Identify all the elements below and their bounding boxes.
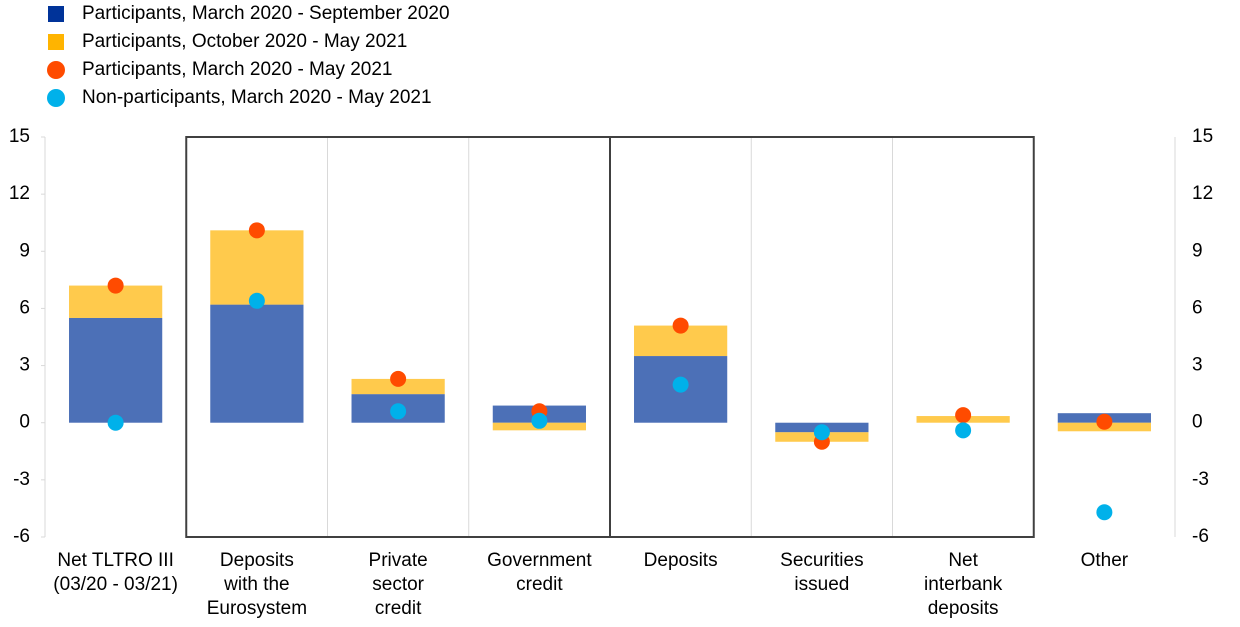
x-tick-label: sector <box>372 574 424 595</box>
x-tick-label: interbank <box>924 574 1003 595</box>
x-tick-label: Deposits <box>220 550 294 571</box>
legend-label: Participants, March 2020 - September 202… <box>82 3 450 24</box>
dot <box>248 292 265 309</box>
x-tick-label: Government <box>487 550 592 571</box>
legend-label: Participants, October 2020 - May 2021 <box>82 31 407 52</box>
legend-label: Participants, March 2020 - May 2021 <box>82 59 393 80</box>
x-tick-label: Net <box>948 550 978 571</box>
y2-tick-label: 15 <box>1192 126 1213 147</box>
y-tick-label: 6 <box>19 297 30 318</box>
legend-swatch <box>48 6 64 22</box>
dot <box>1096 504 1113 521</box>
dot <box>107 277 124 294</box>
dot <box>1096 413 1113 430</box>
x-tick-label: Other <box>1081 550 1129 571</box>
x-tick-label: Net TLTRO III <box>57 550 174 571</box>
legend-label: Non-participants, March 2020 - May 2021 <box>82 87 432 108</box>
x-tick-label: issued <box>794 574 849 595</box>
dot <box>390 403 407 420</box>
y2-tick-label: 12 <box>1192 183 1213 204</box>
x-tick-label: (03/20 - 03/21) <box>53 574 178 595</box>
x-tick-label: credit <box>516 574 563 595</box>
y2-tick-label: 9 <box>1192 240 1203 261</box>
y-tick-label: -3 <box>13 469 30 490</box>
dot <box>672 317 689 334</box>
dot <box>672 376 689 393</box>
y2-tick-label: -3 <box>1192 469 1209 490</box>
y2-tick-label: 6 <box>1192 297 1203 318</box>
dot <box>531 412 548 429</box>
legend-swatch <box>47 61 65 79</box>
x-tick-label: with the <box>223 574 289 595</box>
y2-tick-label: 0 <box>1192 412 1203 433</box>
y2-tick-label: -6 <box>1192 526 1209 547</box>
bar <box>69 317 163 423</box>
bar <box>210 304 304 423</box>
x-tick-label: Deposits <box>644 550 718 571</box>
y-tick-label: 3 <box>19 355 30 376</box>
x-tick-label: Private <box>369 550 428 571</box>
dot <box>390 370 407 387</box>
legend-swatch <box>48 34 64 50</box>
group-box <box>609 136 1035 538</box>
dot <box>813 424 830 441</box>
x-tick-label: deposits <box>928 598 999 619</box>
x-tick-label: Eurosystem <box>207 598 307 619</box>
legend-swatch <box>47 89 65 107</box>
x-tick-label: Securities <box>780 550 863 571</box>
y-tick-label: 9 <box>19 240 30 261</box>
dot <box>248 222 265 239</box>
y2-tick-label: 3 <box>1192 355 1203 376</box>
bar <box>210 230 304 305</box>
dot <box>955 407 972 424</box>
x-tick-label: credit <box>375 598 422 619</box>
dot <box>955 422 972 439</box>
y-tick-label: -6 <box>13 526 30 547</box>
y-tick-label: 15 <box>9 126 30 147</box>
y-tick-label: 12 <box>9 183 30 204</box>
dot <box>107 414 124 431</box>
y-tick-label: 0 <box>19 412 30 433</box>
